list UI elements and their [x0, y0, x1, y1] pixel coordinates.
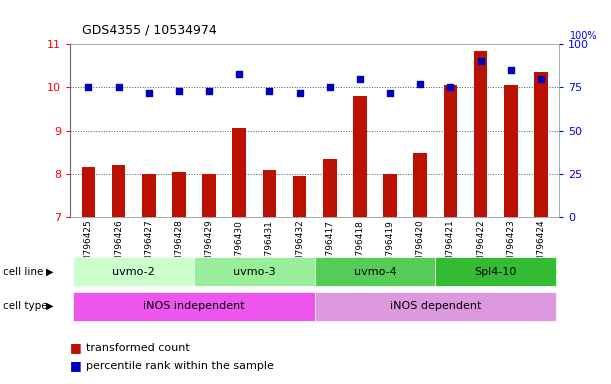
Point: [355, 76, 365, 82]
Bar: [112, 165, 125, 217]
Bar: [414, 153, 427, 217]
Bar: [444, 85, 457, 217]
Text: uvmo-2: uvmo-2: [112, 266, 155, 277]
Point: [265, 88, 274, 94]
Point: [144, 89, 153, 96]
Bar: [202, 174, 216, 217]
Bar: [232, 127, 246, 217]
Text: iNOS independent: iNOS independent: [143, 301, 245, 311]
Bar: [172, 172, 186, 217]
Point: [536, 76, 546, 82]
Point: [174, 88, 184, 94]
Point: [84, 84, 93, 91]
Bar: [474, 51, 488, 217]
Text: cell type: cell type: [3, 301, 48, 311]
Point: [476, 58, 486, 65]
Text: percentile rank within the sample: percentile rank within the sample: [86, 361, 273, 371]
Bar: [142, 174, 156, 217]
Text: ■: ■: [70, 341, 82, 354]
Bar: [323, 159, 337, 217]
Text: uvmo-4: uvmo-4: [354, 266, 397, 277]
Text: cell line: cell line: [3, 266, 43, 277]
Point: [204, 88, 214, 94]
Point: [415, 81, 425, 87]
Point: [385, 89, 395, 96]
Text: ▶: ▶: [46, 301, 54, 311]
Point: [445, 84, 455, 91]
Text: Spl4-10: Spl4-10: [475, 266, 517, 277]
Text: iNOS dependent: iNOS dependent: [390, 301, 481, 311]
Text: transformed count: transformed count: [86, 343, 189, 353]
Point: [506, 67, 516, 73]
Text: 100%: 100%: [570, 31, 598, 41]
Bar: [353, 96, 367, 217]
Bar: [534, 72, 547, 217]
Point: [325, 84, 335, 91]
Text: GDS4355 / 10534974: GDS4355 / 10534974: [82, 23, 218, 36]
Text: ■: ■: [70, 359, 82, 372]
Bar: [504, 85, 518, 217]
Bar: [82, 167, 95, 217]
Bar: [293, 176, 306, 217]
Bar: [263, 170, 276, 217]
Text: ▶: ▶: [46, 266, 54, 277]
Bar: [383, 174, 397, 217]
Point: [295, 89, 304, 96]
Point: [114, 84, 123, 91]
Point: [235, 70, 244, 76]
Text: uvmo-3: uvmo-3: [233, 266, 276, 277]
